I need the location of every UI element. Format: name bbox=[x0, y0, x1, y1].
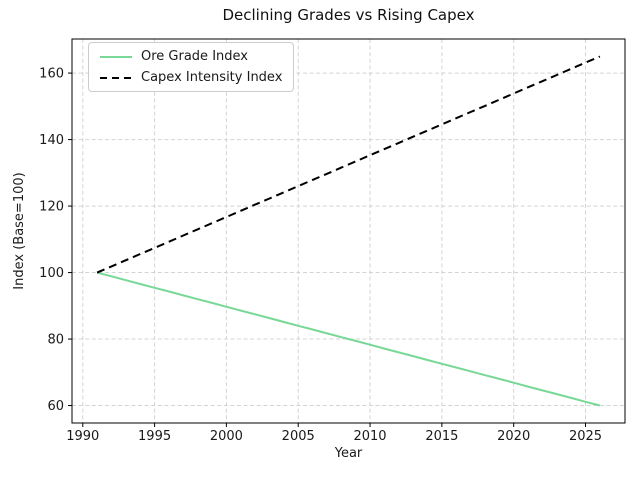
x-tick-label: 1990 bbox=[66, 429, 99, 444]
legend-item: Ore Grade Index bbox=[100, 50, 282, 63]
x-tick-label: 2025 bbox=[569, 429, 602, 444]
legend-dashed-line-sample bbox=[100, 76, 132, 79]
legend-label: Ore Grade Index bbox=[141, 49, 248, 64]
x-tick-label: 2010 bbox=[353, 429, 386, 444]
legend-solid-line-sample bbox=[100, 55, 132, 58]
y-tick-label: 80 bbox=[47, 333, 64, 348]
series-line-ore-grade-index bbox=[96, 271, 601, 407]
x-tick-label: 2015 bbox=[425, 429, 458, 444]
x-tick-label: 2000 bbox=[210, 429, 243, 444]
y-tick-label: 60 bbox=[47, 399, 64, 414]
y-tick-label: 160 bbox=[39, 67, 64, 82]
legend: Ore Grade Index Capex Intensity Index bbox=[88, 42, 295, 92]
legend-label: Capex Intensity Index bbox=[141, 70, 283, 85]
chart-title: Declining Grades vs Rising Capex bbox=[222, 6, 475, 24]
x-axis-label: Year bbox=[334, 446, 363, 461]
plot-border bbox=[71, 38, 626, 424]
y-tick-label: 120 bbox=[39, 200, 64, 215]
x-tick-label: 2020 bbox=[497, 429, 530, 444]
series-line-capex-intensity-index bbox=[96, 55, 601, 274]
y-tick-label: 140 bbox=[39, 133, 64, 148]
x-tick-label: 1995 bbox=[138, 429, 171, 444]
x-tick-label: 2005 bbox=[282, 429, 315, 444]
y-tick-label: 100 bbox=[39, 266, 64, 281]
y-axis-label: Index (Base=100) bbox=[12, 172, 27, 290]
legend-item: Capex Intensity Index bbox=[100, 71, 282, 84]
